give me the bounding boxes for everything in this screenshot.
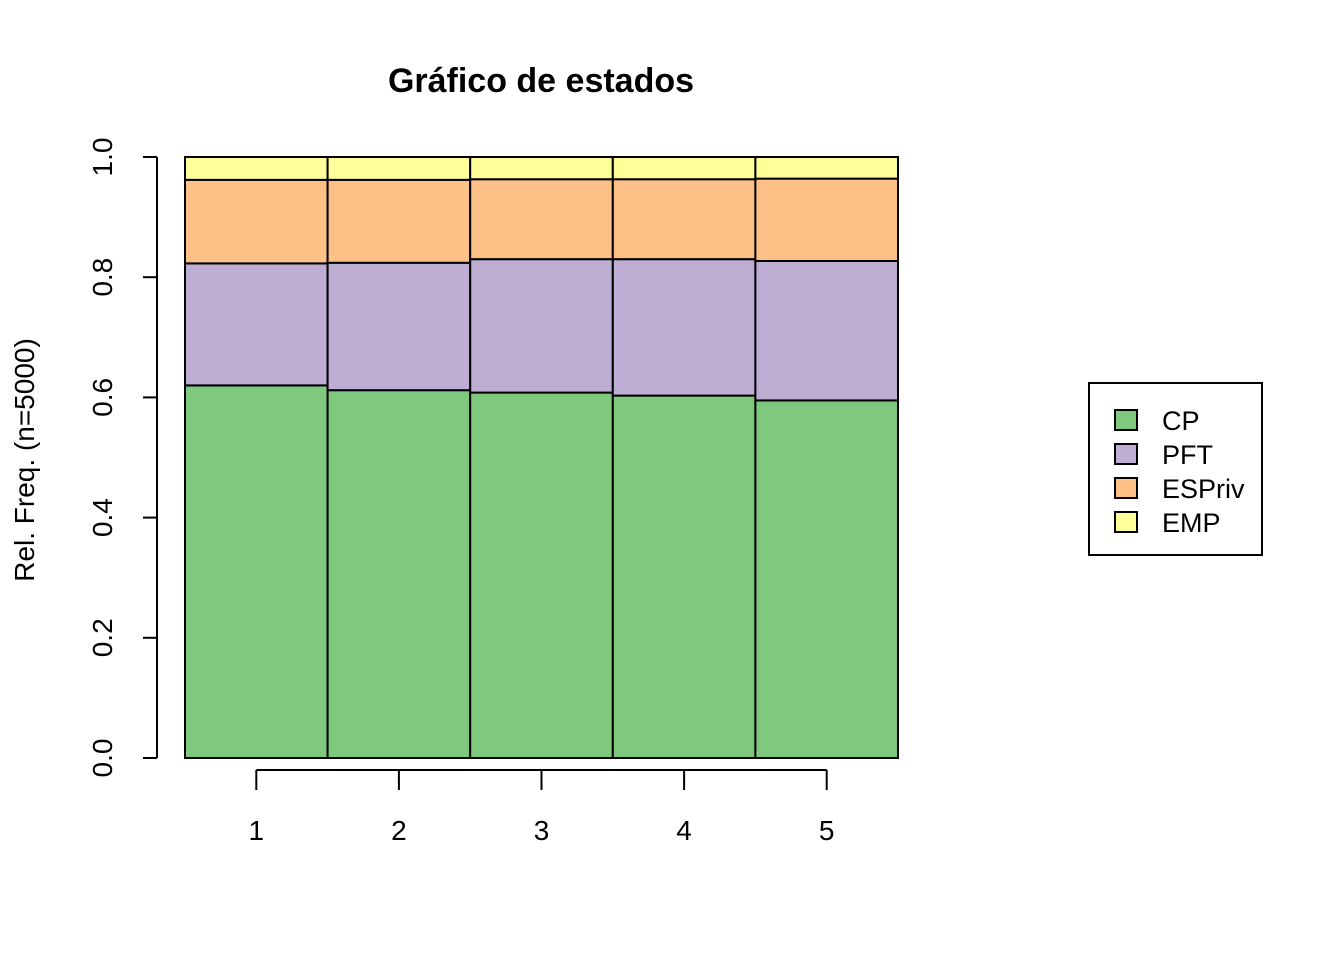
- x-tick-label: 3: [534, 815, 550, 846]
- bar-segment-cp-5: [754, 399, 900, 759]
- y-tick-label: 0.8: [87, 258, 118, 297]
- legend-swatch-emp: [1114, 511, 1138, 533]
- bars-layer: [184, 156, 900, 759]
- y-tick-label: 1.0: [87, 138, 118, 177]
- chart-title: Gráfico de estados: [388, 62, 694, 100]
- legend: CP PFT ESPriv EMP: [1088, 382, 1263, 556]
- legend-swatch-cp: [1114, 409, 1138, 431]
- bar-segment-espriv-4: [611, 178, 757, 261]
- legend-label-emp: EMP: [1162, 508, 1221, 538]
- x-tick-label: 1: [249, 815, 265, 846]
- bar-segment-emp-4: [611, 156, 757, 181]
- y-tick-label: 0.6: [87, 378, 118, 417]
- x-axis: 1 2 3 4 5: [249, 769, 835, 846]
- bar-segment-espriv-1: [184, 178, 329, 265]
- y-tick-label: 0.2: [87, 618, 118, 657]
- bar-segment-pft-1: [184, 262, 329, 387]
- bar-segment-emp-1: [184, 156, 329, 181]
- x-tick-label: 4: [676, 815, 692, 846]
- legend-label-espriv: ESPriv: [1162, 474, 1245, 504]
- bar-segment-cp-1: [184, 384, 329, 759]
- legend-swatch-espriv: [1114, 477, 1138, 499]
- bar-segment-espriv-5: [754, 177, 900, 262]
- bar-segment-pft-2: [326, 261, 472, 392]
- bar-segment-pft-3: [469, 258, 614, 394]
- bar-segment-cp-4: [611, 394, 757, 759]
- bar-segment-pft-4: [611, 258, 757, 397]
- y-axis-label: Rel. Freq. (n=5000): [9, 338, 40, 582]
- y-tick-label: 0.4: [87, 498, 118, 537]
- x-tick-label: 2: [391, 815, 407, 846]
- bar-segment-emp-5: [754, 156, 900, 180]
- bar-segment-emp-3: [469, 156, 614, 181]
- bar-segment-cp-2: [326, 389, 472, 759]
- bar-segment-pft-5: [754, 259, 900, 402]
- legend-swatch-pft: [1114, 443, 1138, 465]
- x-tick-label: 5: [819, 815, 835, 846]
- y-tick-label: 0.0: [87, 739, 118, 778]
- y-axis: 0.0 0.2 0.4 0.6 0.8 1.0: [87, 138, 158, 778]
- bar-segment-espriv-3: [469, 178, 614, 261]
- bar-segment-cp-3: [469, 391, 614, 759]
- legend-label-cp: CP: [1162, 406, 1200, 436]
- bar-segment-espriv-2: [326, 178, 472, 264]
- bar-segment-emp-2: [326, 156, 472, 181]
- legend-label-pft: PFT: [1162, 440, 1213, 470]
